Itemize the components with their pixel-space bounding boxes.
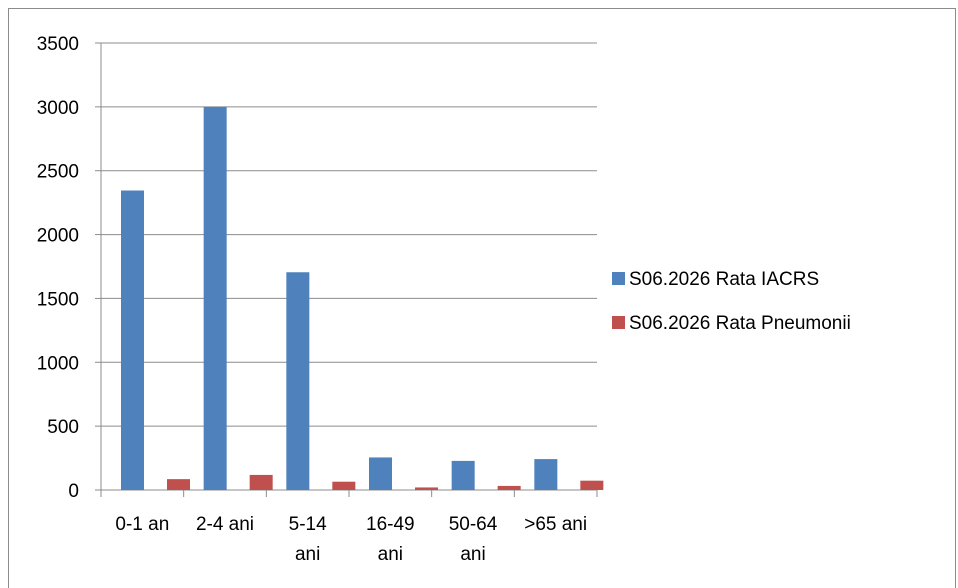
bar-pneumonii bbox=[167, 479, 190, 490]
x-tick-label: 50-64 ani bbox=[449, 514, 498, 565]
gridlines bbox=[101, 42, 597, 427]
y-tick-label: 500 bbox=[47, 417, 79, 438]
bar-iacrs bbox=[121, 190, 144, 490]
bar-iacrs bbox=[286, 272, 310, 490]
legend-swatch bbox=[612, 272, 625, 285]
bar-iacrs bbox=[203, 106, 227, 490]
x-tick-label: 0-1 an bbox=[115, 514, 169, 535]
legend-label: S06.2026 Rata Pneumonii bbox=[629, 313, 851, 334]
x-axis: 0-1 an 2-4 ani 5-14 ani 16-49 ani 50-64 ani >65 … bbox=[100, 489, 598, 565]
y-axis: 0 500 1000 1500 2000 2500 3000 3500 bbox=[37, 34, 102, 502]
bar-pneumonii bbox=[332, 481, 356, 490]
legend-swatch bbox=[612, 316, 625, 329]
bar-pneumonii bbox=[249, 474, 273, 490]
y-tick-label: 2500 bbox=[37, 162, 79, 183]
bar-iacrs bbox=[369, 457, 392, 490]
bar-pneumonii bbox=[497, 485, 521, 490]
y-tick-label: 0 bbox=[68, 481, 79, 502]
x-tick-label: 5-14 ani bbox=[289, 514, 327, 565]
x-tick-label: 16-49 ani bbox=[366, 514, 415, 565]
y-tick-label: 3500 bbox=[37, 34, 79, 55]
y-tick-label: 2000 bbox=[37, 226, 79, 247]
x-tick-label: >65 ani bbox=[524, 514, 587, 535]
bar-pneumonii bbox=[580, 480, 604, 490]
y-tick-label: 3000 bbox=[37, 98, 79, 119]
y-tick-label: 1500 bbox=[37, 289, 79, 310]
bar-iacrs bbox=[534, 459, 558, 490]
y-tick-label: 1000 bbox=[37, 353, 79, 374]
x-tick-label: 2-4 ani bbox=[196, 514, 254, 535]
legend: S06.2026 Rata IACRS S06.2026 Rata Pneumon… bbox=[612, 269, 851, 334]
bar-pneumonii bbox=[415, 487, 438, 490]
bar-iacrs bbox=[451, 460, 475, 490]
legend-label: S06.2026 Rata IACRS bbox=[629, 269, 819, 290]
bars bbox=[121, 106, 604, 490]
